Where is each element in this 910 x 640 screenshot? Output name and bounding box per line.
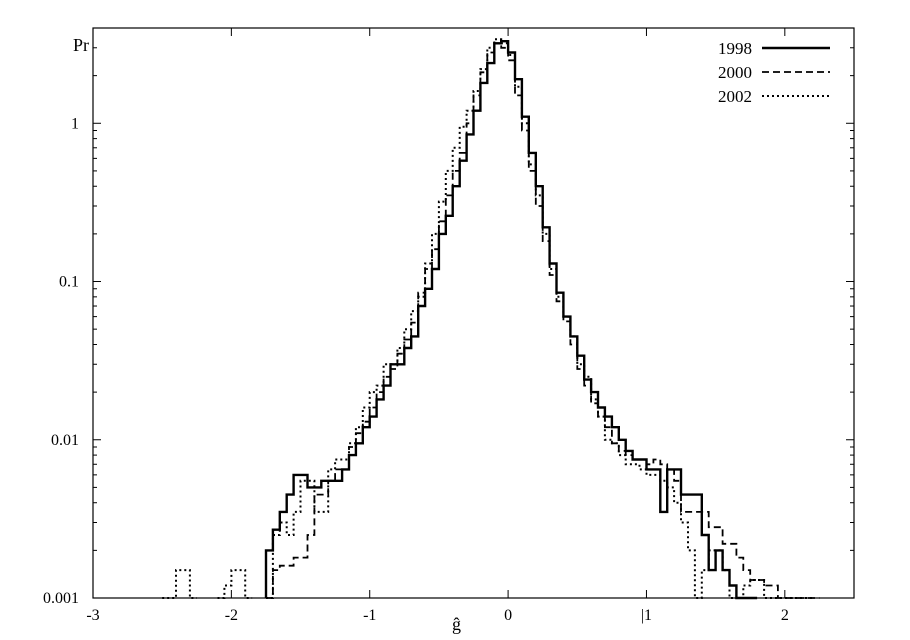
x-tick-label: -2	[225, 607, 238, 624]
legend-label-1998: 1998	[718, 39, 752, 58]
y-tick-label: 0.001	[43, 590, 79, 607]
series-line-2000	[266, 42, 820, 599]
axis-ticks	[92, 27, 854, 599]
y-tick-label: 1	[71, 115, 79, 132]
y-tick-label: 0.01	[51, 432, 79, 449]
y-tick-label: 0.1	[59, 274, 79, 291]
x-axis-label: ĝ	[452, 614, 461, 634]
x-tick-label: 2	[781, 607, 789, 624]
x-tick-label: 0	[504, 607, 512, 624]
series-line-1998	[264, 40, 758, 600]
legend-label-2000: 2000	[718, 63, 752, 82]
legend: 1998 2000 2002	[718, 39, 830, 106]
x-tick-label: -1	[363, 607, 376, 624]
legend-label-2002: 2002	[718, 87, 752, 106]
x-tick-label: |1	[641, 607, 652, 624]
plot-area-frame	[92, 27, 855, 599]
y-axis-label: Pr	[73, 35, 89, 55]
axis-tick-labels: -3 -2 -1 0 |1 2 0.001 0.01 0.1 1	[43, 115, 789, 624]
series-line-2002	[162, 38, 813, 599]
x-tick-label: -3	[86, 607, 99, 624]
series-layer	[162, 38, 820, 600]
